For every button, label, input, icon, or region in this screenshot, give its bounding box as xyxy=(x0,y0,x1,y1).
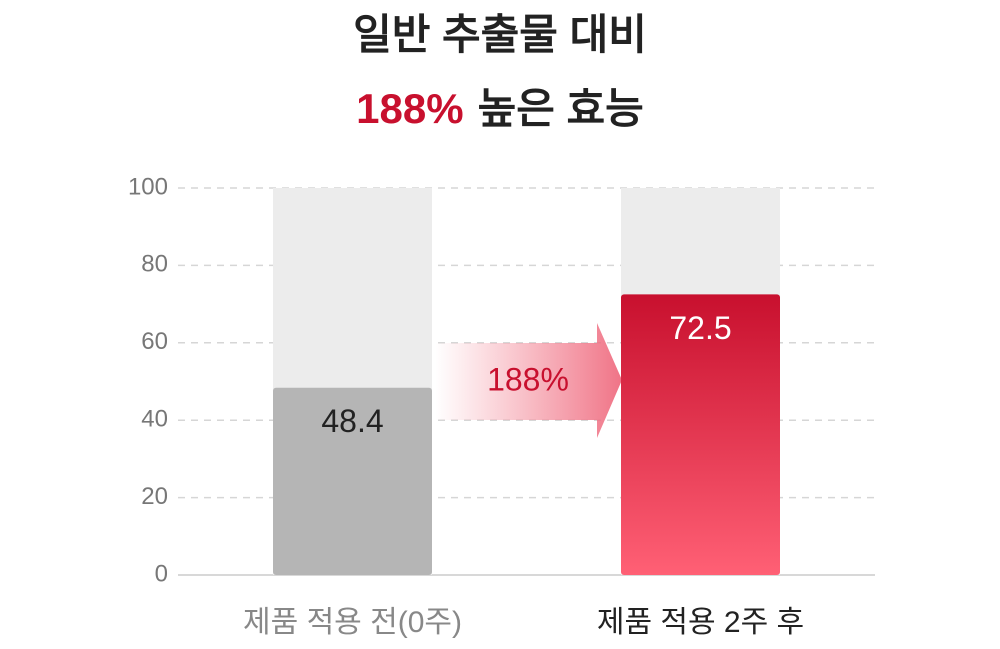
value-label: 72.5 xyxy=(669,310,731,346)
value-label: 48.4 xyxy=(321,403,383,439)
y-tick-label: 20 xyxy=(141,483,168,510)
annotation: 188% xyxy=(487,361,569,397)
x-tick-label: 제품 적용 전(0주) xyxy=(243,606,462,639)
subtitle-text: 높은 효능 xyxy=(478,85,644,132)
y-tick-label: 40 xyxy=(141,406,168,433)
bar xyxy=(621,294,780,575)
chart-subtitle: 188% 높은 효능 xyxy=(356,85,644,132)
arrow xyxy=(435,323,622,438)
y-tick-label: 0 xyxy=(155,560,168,587)
bar xyxy=(273,387,432,575)
subtitle-highlight: 188% xyxy=(356,85,463,132)
y-tick-label: 100 xyxy=(128,173,168,200)
x-tick-label: 제품 적용 2주 후 xyxy=(597,606,804,639)
y-tick-label: 60 xyxy=(141,328,168,355)
chart-title: 일반 추출물 대비 xyxy=(353,11,647,58)
y-tick-label: 80 xyxy=(141,251,168,278)
